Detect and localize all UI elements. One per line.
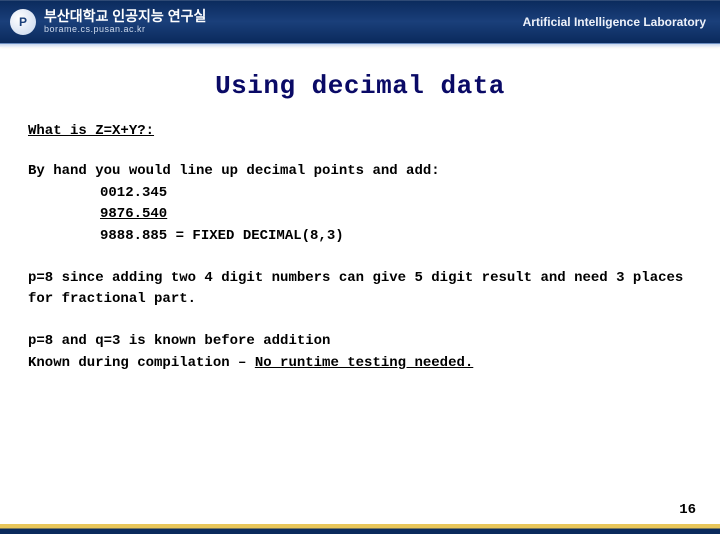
section-label: What is Z=X+Y?:	[28, 123, 692, 139]
footer-bar	[0, 524, 720, 534]
para2-line-b: Known during compilation – No runtime te…	[28, 353, 692, 375]
header-text-block: 부산대학교 인공지능 연구실 borame.cs.pusan.ac.kr	[44, 9, 206, 34]
byhand-intro: By hand you would line up decimal points…	[28, 161, 692, 183]
header-left: P 부산대학교 인공지능 연구실 borame.cs.pusan.ac.kr	[10, 9, 206, 35]
header-lab-name: Artificial Intelligence Laboratory	[523, 15, 706, 29]
logo-icon: P	[10, 9, 36, 35]
para2-emphasis: No runtime testing needed.	[255, 355, 473, 371]
page-number: 16	[679, 502, 696, 518]
slide-content: Using decimal data What is Z=X+Y?: By ha…	[0, 47, 720, 375]
slide-title: Using decimal data	[28, 71, 692, 101]
header-bar: P 부산대학교 인공지능 연구실 borame.cs.pusan.ac.kr A…	[0, 0, 720, 44]
para2-block: p=8 and q=3 is known before addition Kno…	[28, 331, 692, 374]
para1-block: p=8 since adding two 4 digit numbers can…	[28, 268, 692, 311]
value-sum: 9888.885 = FIXED DECIMAL(8,3)	[28, 226, 692, 248]
header-korean-title: 부산대학교 인공지능 연구실	[44, 9, 206, 24]
para2-line-a: p=8 and q=3 is known before addition	[28, 331, 692, 353]
logo-letter: P	[19, 15, 27, 29]
value-b: 9876.540	[28, 204, 692, 226]
header-url: borame.cs.pusan.ac.kr	[44, 24, 206, 34]
value-a: 0012.345	[28, 183, 692, 205]
byhand-block: By hand you would line up decimal points…	[28, 161, 692, 248]
para2-prefix: Known during compilation –	[28, 355, 255, 371]
para1: p=8 since adding two 4 digit numbers can…	[28, 268, 692, 311]
